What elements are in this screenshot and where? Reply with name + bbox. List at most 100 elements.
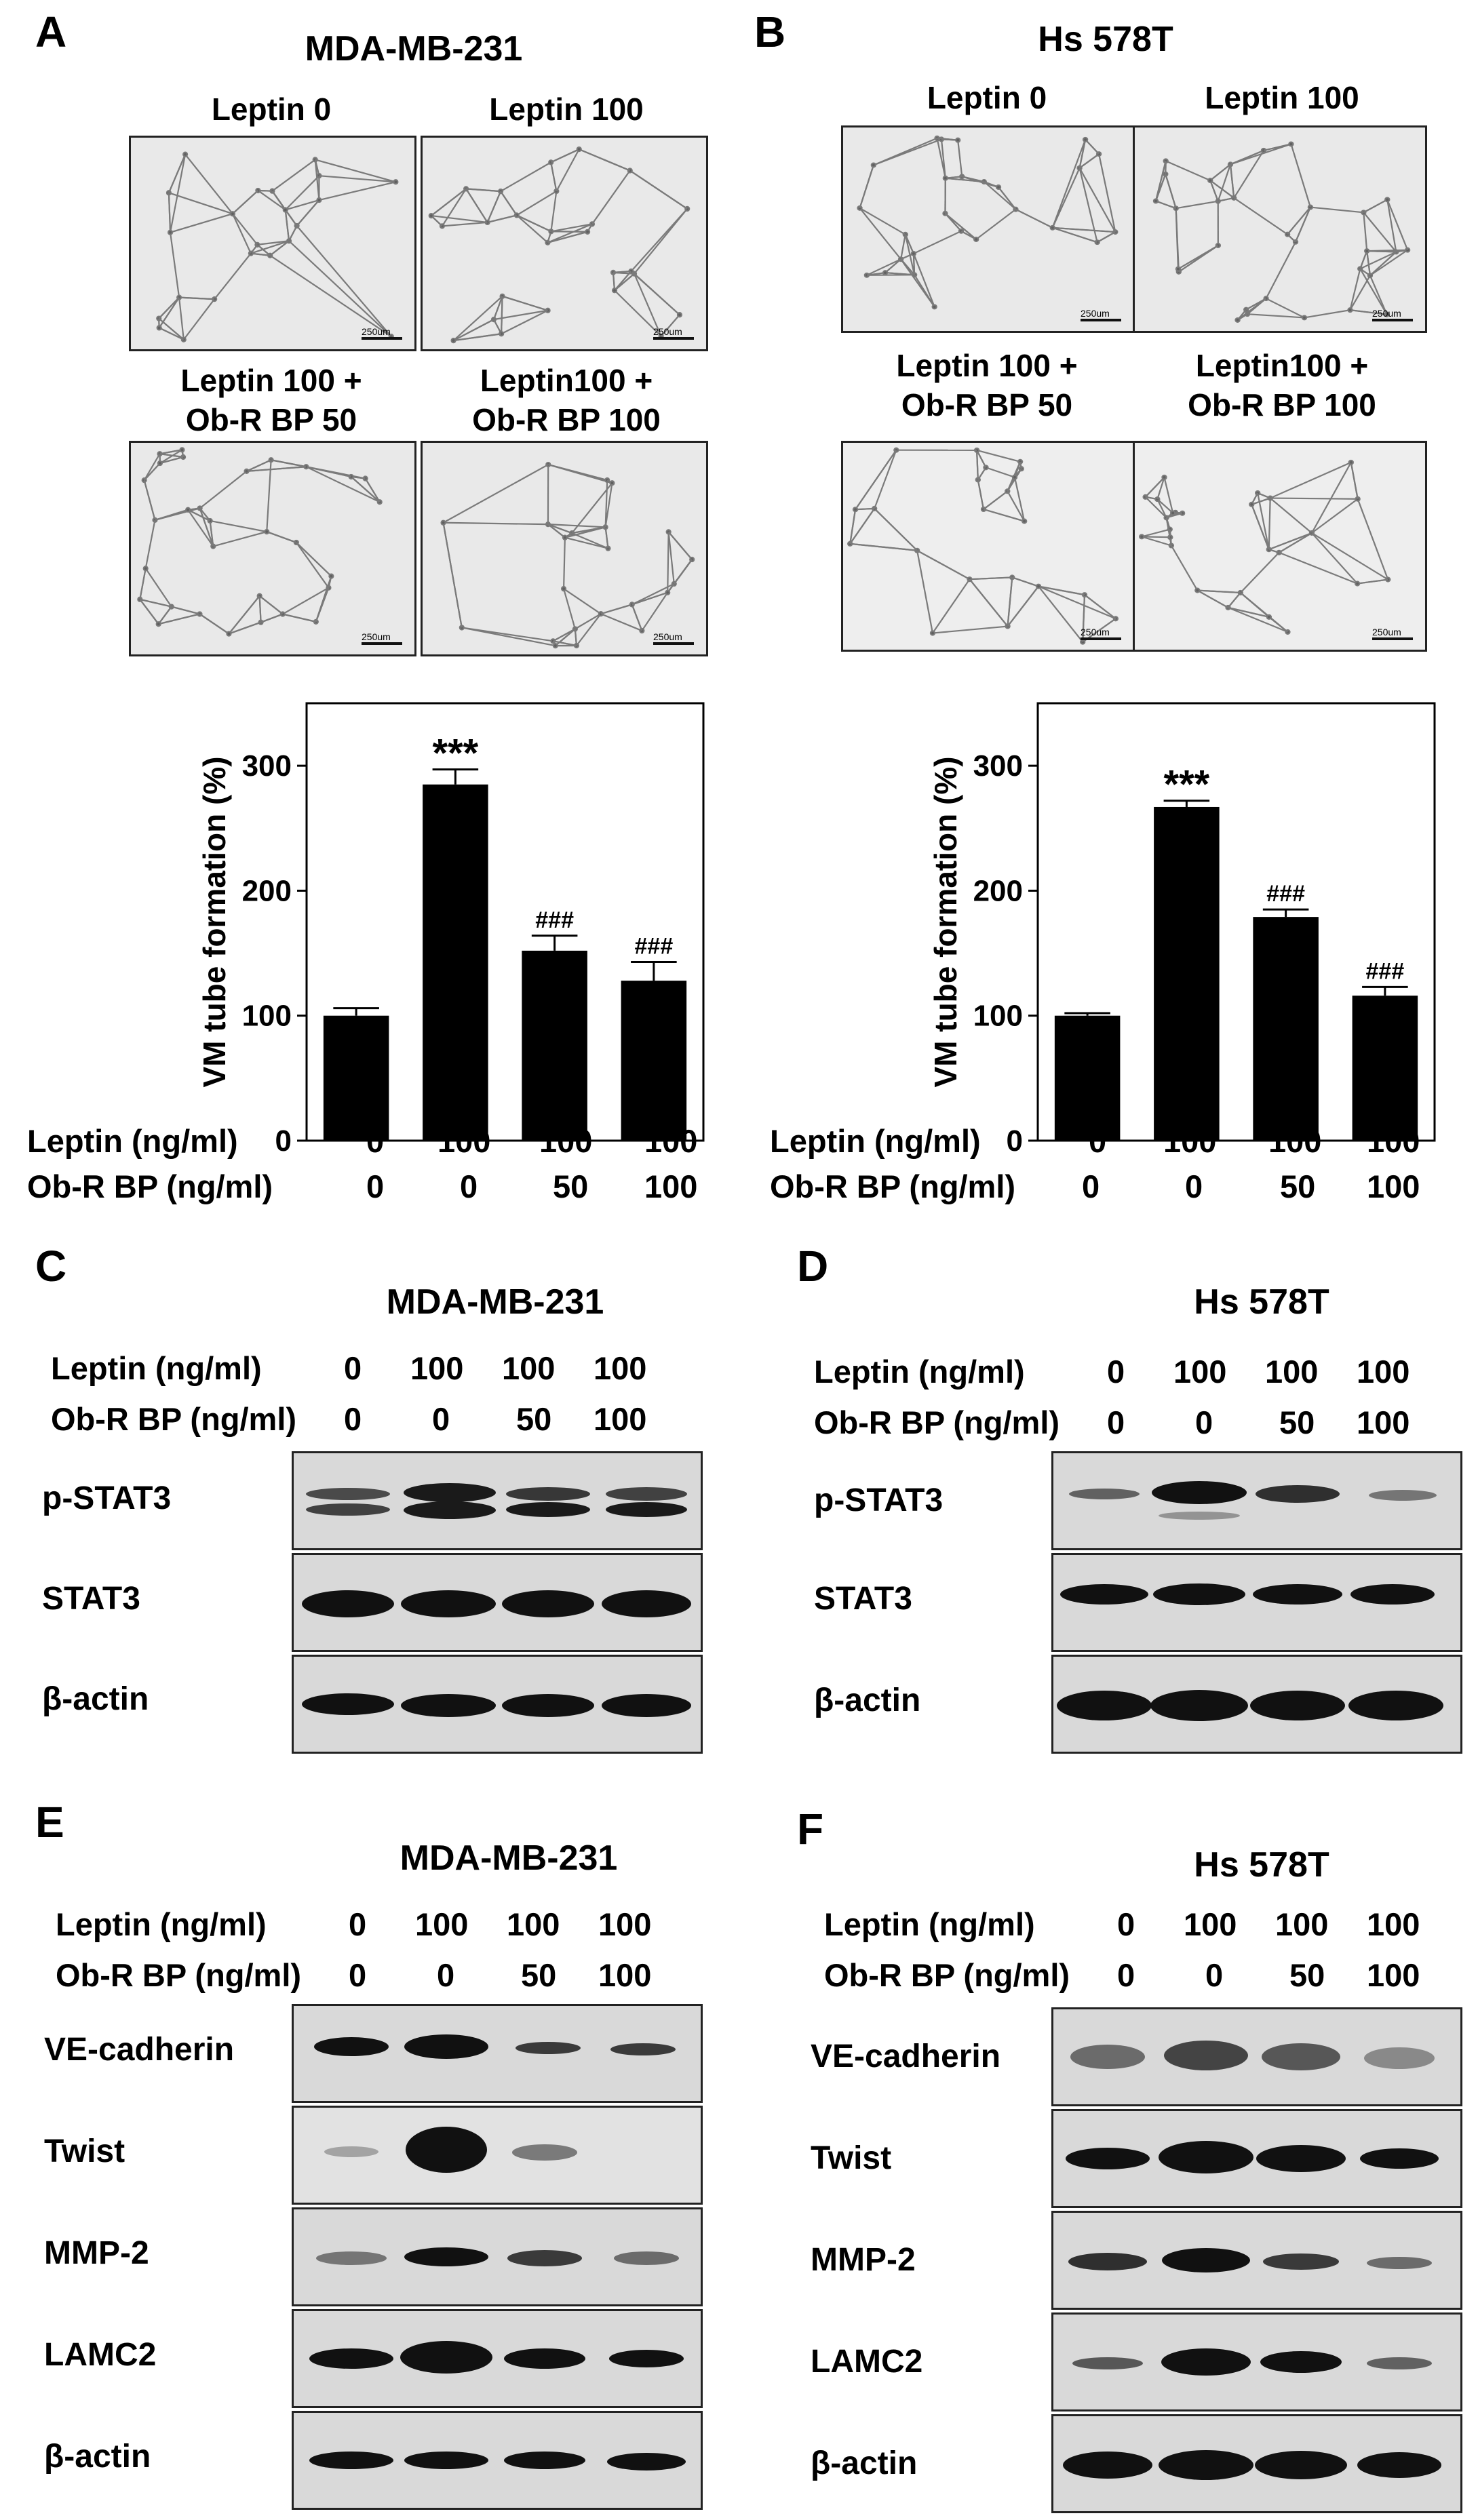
chart-b-leptin-row: Leptin (ng/ml) 0 100 100 100 — [770, 1122, 1475, 1163]
scale-bar: 250um — [1081, 308, 1121, 321]
micrograph-a4: 250um — [421, 441, 708, 656]
value: 100 — [1367, 1906, 1420, 1942]
micrograph-b1: 250um — [841, 125, 1135, 333]
blot-c-actin — [292, 1655, 703, 1754]
blot-label: β-actin — [814, 1682, 921, 1718]
blot-label: LAMC2 — [44, 2337, 157, 2373]
plot-frame — [1036, 702, 1436, 1142]
value: 50 — [516, 1401, 552, 1437]
value: 0 — [349, 1906, 367, 1942]
panel-letter-c: C — [35, 1242, 67, 1291]
value: 50 — [1280, 1168, 1316, 1204]
blot-f-lamc2 — [1051, 2312, 1462, 2411]
blot-label: STAT3 — [814, 1581, 912, 1617]
blot-f-actin — [1051, 2414, 1462, 2513]
value: 0 — [344, 1350, 362, 1386]
scale-bar: 250um — [1372, 308, 1413, 321]
blot-e-twist — [292, 2106, 703, 2205]
blot-e-lamc2 — [292, 2309, 703, 2408]
row-label: Leptin (ng/ml) — [814, 1354, 1025, 1390]
value: 0 — [366, 1168, 385, 1204]
value: 0 — [349, 1957, 367, 1993]
value: 100 — [598, 1957, 652, 1993]
micrograph-a3: 250um — [129, 441, 416, 656]
chart-a-obr-row: Ob-R BP (ng/ml) 0 0 50 100 — [27, 1168, 733, 1208]
blot-d-actin — [1051, 1655, 1462, 1754]
panel-d-obr-row: Ob-R BP (ng/ml) 0 0 50 100 — [814, 1404, 1472, 1444]
panel-letter-a: A — [35, 7, 67, 56]
value: 100 — [594, 1401, 647, 1437]
micrograph-b2: 250um — [1133, 125, 1427, 333]
micrograph-a1: 250um — [129, 136, 416, 351]
blot-label: MMP-2 — [44, 2235, 149, 2271]
row-label: Leptin (ng/ml) — [27, 1123, 238, 1159]
panel-e-title: MDA-MB-231 — [400, 1838, 618, 1878]
value: 100 — [1367, 1957, 1420, 1993]
blot-label: VE-cadherin — [811, 2039, 1001, 2074]
row-label: Leptin (ng/ml) — [824, 1906, 1035, 1942]
micrograph-b3: 250um — [841, 441, 1135, 652]
y-tick-label: 0 — [1007, 1124, 1023, 1158]
value: 0 — [1117, 1906, 1135, 1942]
panel-e-leptin-row: Leptin (ng/ml) 0 100 100 100 — [56, 1906, 734, 1946]
panel-a-label-4: Leptin100 + Ob-R BP 100 — [472, 363, 661, 437]
value: 100 — [1163, 1123, 1217, 1159]
blot-f-twist — [1051, 2109, 1462, 2208]
panel-f-obr-row: Ob-R BP (ng/ml) 0 0 50 100 — [824, 1956, 1475, 1997]
bar — [1253, 917, 1319, 1141]
significance-label: ### — [535, 907, 574, 933]
value: 100 — [1357, 1354, 1410, 1390]
bar — [1154, 806, 1220, 1141]
row-label: Ob-R BP (ng/ml) — [56, 1957, 302, 1993]
value: 100 — [1275, 1906, 1329, 1942]
y-tick-label: 200 — [242, 874, 292, 907]
y-tick-label: 300 — [242, 749, 292, 783]
value: 50 — [521, 1957, 557, 1993]
y-axis-label: VM tube formation (%) — [928, 756, 963, 1087]
value: 0 — [1195, 1404, 1213, 1440]
y-axis-label: VM tube formation (%) — [197, 756, 232, 1087]
value: 50 — [1289, 1957, 1325, 1993]
value: 0 — [1107, 1404, 1125, 1440]
bar — [522, 950, 587, 1141]
value: 100 — [410, 1350, 464, 1386]
value: 0 — [1205, 1957, 1224, 1993]
chart-a-leptin-row: Leptin (ng/ml) 0 100 100 100 — [27, 1122, 733, 1163]
row-label: Ob-R BP (ng/ml) — [27, 1168, 273, 1204]
value: 100 — [644, 1123, 698, 1159]
blot-c-pstat3 — [292, 1451, 703, 1550]
significance-label: ### — [1266, 881, 1305, 907]
panel-c-leptin-row: Leptin (ng/ml) 0 100 100 100 — [51, 1350, 729, 1390]
value: 100 — [1184, 1906, 1237, 1942]
blot-label: β-actin — [811, 2445, 918, 2481]
value: 100 — [598, 1906, 652, 1942]
y-tick-label: 100 — [973, 1000, 1023, 1033]
panel-a-label-1: Leptin 0 — [211, 92, 332, 127]
value: 0 — [1082, 1168, 1100, 1204]
value: 50 — [553, 1168, 589, 1204]
bar-chart-a: 0 100 200 300 VM tube formation (%) *** ### ### — [197, 702, 705, 1158]
value: 100 — [507, 1906, 560, 1942]
plot-frame — [305, 702, 705, 1142]
blot-c-stat3 — [292, 1553, 703, 1652]
blot-label: p-STAT3 — [814, 1482, 944, 1518]
value: 100 — [1265, 1354, 1319, 1390]
bar — [621, 981, 687, 1141]
panel-letter-e: E — [35, 1798, 64, 1847]
value: 100 — [415, 1906, 469, 1942]
value: 100 — [1367, 1168, 1420, 1204]
blot-label: STAT3 — [42, 1581, 140, 1617]
value: 0 — [460, 1168, 478, 1204]
significance-label: *** — [1164, 763, 1210, 807]
value: 100 — [594, 1350, 647, 1386]
value: 0 — [437, 1957, 455, 1993]
panel-a-title: MDA-MB-231 — [305, 29, 523, 68]
y-tick-label: 0 — [275, 1124, 292, 1158]
value: 0 — [1117, 1957, 1135, 1993]
row-label: Ob-R BP (ng/ml) — [51, 1401, 297, 1437]
y-tick-label: 100 — [242, 1000, 292, 1033]
panel-b-label-3: Leptin 100 + Ob-R BP 50 — [896, 348, 1078, 422]
blot-label: β-actin — [42, 1681, 149, 1717]
blot-e-mmp2 — [292, 2207, 703, 2306]
row-label: Leptin (ng/ml) — [51, 1350, 262, 1386]
